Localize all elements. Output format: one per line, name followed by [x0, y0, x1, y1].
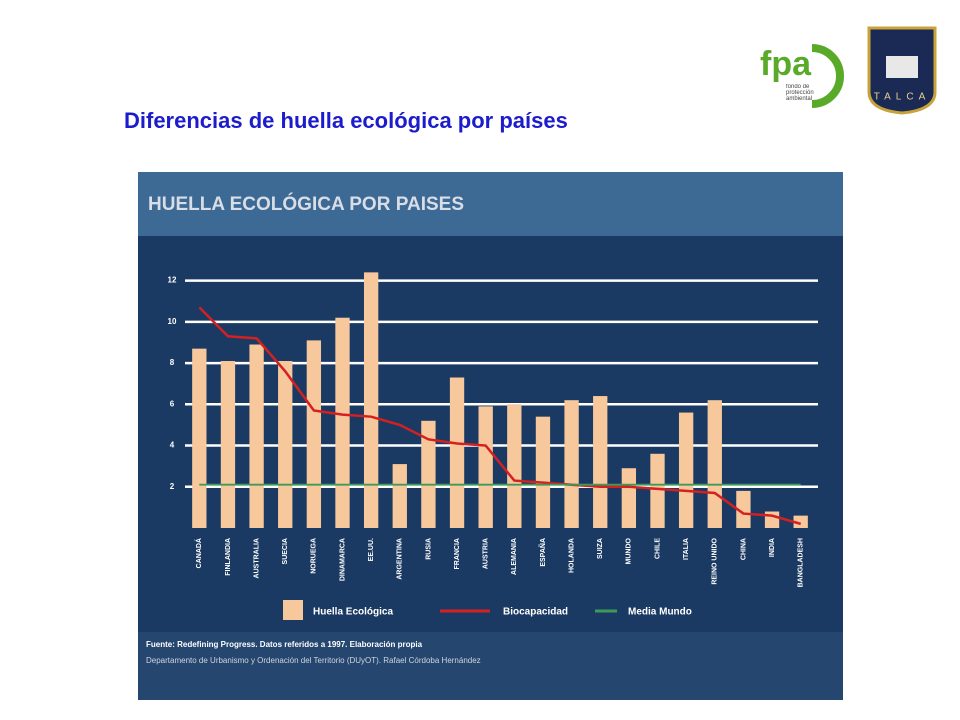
talca-logo: TALCA — [867, 26, 937, 115]
x-tick-label: MUNDO — [626, 537, 633, 564]
x-tick-label: FINLANDIA — [225, 538, 232, 576]
chart-footer — [138, 632, 843, 700]
x-tick-label: SUIZA — [597, 538, 604, 559]
bar — [535, 416, 551, 528]
logo-arc — [811, 44, 844, 108]
x-tick-label: NORUEGA — [311, 538, 318, 574]
x-tick-label: AUSTRALIA — [253, 538, 260, 578]
x-tick-label: RUSIA — [425, 538, 432, 560]
bar — [392, 464, 407, 528]
source-line: Fuente: Redefining Progress. Datos refer… — [146, 640, 423, 649]
bar — [507, 404, 522, 528]
y-tick-label: 8 — [170, 358, 175, 367]
shield-emblem — [886, 56, 918, 78]
bar — [478, 406, 493, 528]
chart-header — [138, 172, 843, 236]
bar — [449, 377, 465, 528]
logo-caption: fondo de protección ambiental — [786, 84, 814, 102]
bar — [249, 344, 264, 528]
x-tick-label: ALEMANIA — [511, 538, 518, 575]
bar — [650, 453, 665, 528]
y-tick-label: 10 — [168, 317, 177, 326]
bar — [306, 340, 322, 528]
fpa-logo: fpa fondo de protección ambiental — [760, 44, 844, 108]
x-tick-label: SUECIA — [282, 538, 289, 564]
bar — [335, 317, 350, 528]
logo-letters: fpa — [760, 45, 812, 83]
bar — [764, 511, 780, 528]
legend-label: Biocapacidad — [503, 607, 568, 618]
x-tick-label: AUSTRIA — [483, 538, 490, 569]
legend-label: Media Mundo — [628, 607, 692, 618]
bar — [192, 348, 207, 528]
x-tick-label: DINAMARCA — [339, 538, 346, 581]
x-tick-label: INDIA — [769, 538, 776, 557]
bar — [736, 490, 751, 528]
bar — [564, 400, 579, 528]
bar — [678, 412, 694, 528]
x-tick-label: CHILE — [654, 538, 661, 559]
x-tick-label: CHINA — [740, 538, 747, 560]
y-tick-label: 4 — [170, 441, 175, 450]
logo-caption-box: fondo de protección ambiental — [786, 84, 814, 102]
x-tick-label: CANADÁ — [194, 538, 203, 568]
bar — [278, 361, 293, 528]
bar — [593, 396, 608, 528]
legend-label: Huella Ecológica — [313, 607, 393, 618]
plot: 2 4 6 8 10 12 CANADÁ FINLANDIA AUSTRALIA SUECIA NO… — [168, 272, 818, 620]
x-tick-label: FRANCIA — [454, 538, 461, 570]
x-tick-label: BANGLADESH — [798, 538, 805, 587]
x-tick-label: ITALIA — [683, 538, 690, 560]
y-tick-label: 6 — [170, 399, 175, 408]
shield-text: TALCA — [874, 92, 931, 103]
slide-title: Diferencias de huella ecológica por país… — [124, 108, 568, 133]
x-tick-label: EE.UU. — [368, 538, 375, 561]
bar — [363, 272, 379, 528]
bar — [220, 361, 236, 528]
x-tick-label: ESPAÑA — [538, 538, 547, 567]
y-tick-label: 2 — [170, 482, 175, 491]
x-tick-label: HOLANDA — [568, 538, 575, 573]
line — [198, 306, 802, 526]
bar — [621, 468, 637, 528]
legend-swatch — [283, 600, 303, 620]
bar — [793, 515, 808, 528]
x-tick-label: REINO UNIDO — [712, 537, 719, 584]
y-tick-label: 12 — [168, 276, 177, 285]
bar — [707, 400, 722, 528]
x-tick-label: ARGENTINA — [397, 538, 404, 580]
source-line: Departamento de Urbanismo y Ordenación d… — [146, 656, 481, 665]
bar — [421, 420, 436, 528]
chart-title: HUELLA ECOLÓGICA POR PAISES — [148, 193, 464, 215]
